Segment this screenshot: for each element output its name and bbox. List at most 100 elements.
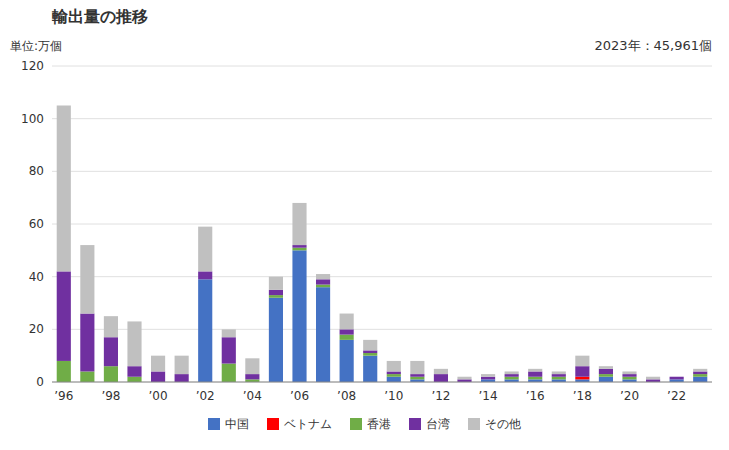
legend-item: 香港: [350, 417, 391, 431]
x-axis: ’96’98’00’02’04’06’08’10’12’14’16’18’20’…: [52, 382, 712, 403]
bar-segment: [387, 361, 401, 372]
tick-label: ’16: [526, 389, 545, 403]
bar-segment: [245, 374, 259, 379]
bar-segment: [80, 314, 94, 372]
tick-label: ’00: [149, 389, 168, 403]
tick-label: 100: [21, 112, 44, 126]
bar-segment: [622, 371, 636, 374]
legend-swatch: [468, 418, 480, 430]
series: [57, 106, 708, 380]
bar-segment: [363, 340, 377, 351]
axis-label: 単位:万個: [10, 39, 62, 53]
tick-label: ’12: [431, 389, 450, 403]
bar-segment: [222, 329, 236, 337]
bar-segment: [505, 371, 519, 374]
bar-segment: [599, 369, 613, 374]
bar-segment: [57, 361, 71, 382]
grid-line: [52, 276, 712, 277]
tick-label: ’04: [243, 389, 262, 403]
legend-swatch: [409, 418, 421, 430]
bar-segment: [292, 245, 306, 248]
bar-segment: [363, 353, 377, 356]
series: [198, 250, 707, 382]
annotation: 2023年：45,961個: [594, 38, 712, 53]
bar-segment: [175, 356, 189, 374]
bar-segment: [575, 366, 589, 377]
grid-line: [52, 224, 712, 225]
grid-line: [52, 118, 712, 119]
tick-label: ’98: [101, 389, 120, 403]
bar-segment: [505, 377, 519, 380]
bar-segment: [363, 356, 377, 382]
tick-label: 40: [29, 270, 44, 284]
tick-label: ’96: [54, 389, 73, 403]
bar-segment: [340, 340, 354, 382]
bar-segment: [481, 377, 495, 380]
bar-segment: [552, 374, 566, 377]
bar-segment: [269, 298, 283, 382]
bar-segment: [151, 356, 165, 372]
bar-segment: [316, 279, 330, 284]
bar-segment: [552, 371, 566, 374]
bars: [57, 106, 708, 383]
bar-segment: [410, 377, 424, 380]
bar-segment: [505, 374, 519, 377]
bar-segment: [104, 316, 118, 337]
bar-segment: [245, 358, 259, 374]
axis-line: [52, 382, 712, 383]
tick-label: ’06: [290, 389, 309, 403]
tick-label: ’22: [667, 389, 686, 403]
bar-segment: [127, 321, 141, 366]
grid-line: [52, 171, 712, 172]
bar-segment: [622, 374, 636, 377]
legend-item: その他: [468, 417, 521, 431]
series: [575, 377, 589, 380]
bar-segment: [670, 377, 684, 380]
tick-label: ’20: [620, 389, 639, 403]
grid-line: [52, 382, 712, 383]
bar-segment: [80, 371, 94, 382]
bar-segment: [292, 248, 306, 251]
legend-item: ベトナム: [267, 417, 332, 431]
chart-container: 輸出量の推移単位:万個2023年：45,961個020406080100120’…: [0, 0, 729, 450]
tick-label: ’18: [573, 389, 592, 403]
series: [57, 248, 708, 382]
bar-segment: [198, 227, 212, 272]
bar-segment: [175, 374, 189, 382]
legend-swatch: [350, 418, 362, 430]
bar-segment: [340, 335, 354, 340]
bar-segment: [599, 366, 613, 369]
tick-label: 20: [29, 322, 44, 336]
legend-label: ベトナム: [284, 417, 332, 431]
bar-segment: [292, 203, 306, 245]
bar-segment: [670, 376, 684, 377]
tick-label: ’10: [384, 389, 403, 403]
tick-label: 120: [21, 59, 44, 73]
bar-segment: [127, 366, 141, 377]
bar-segment: [599, 374, 613, 377]
bar-segment: [434, 374, 448, 382]
grid-line: [52, 66, 712, 67]
bar-segment: [340, 314, 354, 330]
bar-segment: [434, 369, 448, 374]
legend-item: 台湾: [409, 417, 450, 431]
bar-segment: [127, 377, 141, 382]
bar-segment: [57, 106, 71, 272]
bar-segment: [528, 369, 542, 372]
bar-segment: [316, 287, 330, 382]
bar-segment: [646, 377, 660, 380]
series: [57, 245, 708, 382]
legend-label: 台湾: [426, 417, 450, 431]
bar-segment: [387, 377, 401, 382]
bar-segment: [622, 377, 636, 380]
tick-label: 60: [29, 217, 44, 231]
bar-segment: [222, 364, 236, 382]
title: 輸出量の推移: [51, 7, 148, 26]
bar-segment: [575, 356, 589, 367]
bar-segment: [222, 337, 236, 363]
bar-segment: [528, 371, 542, 376]
bar-segment: [457, 377, 471, 380]
bar-segment: [387, 371, 401, 374]
bar-segment: [269, 290, 283, 295]
bar-segment: [575, 377, 589, 380]
